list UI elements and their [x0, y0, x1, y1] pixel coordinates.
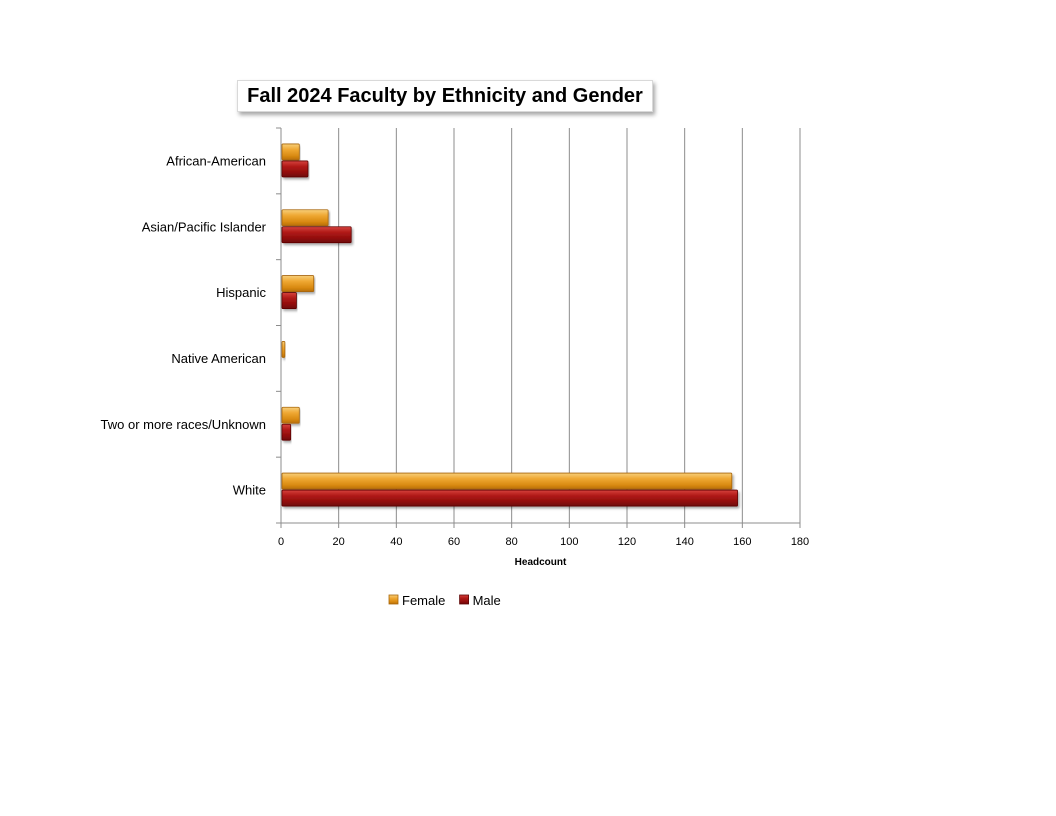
- category-labels: African-American Asian/Pacific Islander Hi…: [101, 153, 267, 497]
- bar-female-white: [281, 472, 733, 490]
- bar-female-two-or-more-races-unknown: [281, 406, 300, 424]
- bar-male-african-american: [281, 160, 309, 178]
- legend: Female Male: [388, 593, 501, 608]
- category-label: White: [233, 483, 266, 498]
- category-label: Hispanic: [216, 285, 266, 300]
- bar-female-african-american: [281, 143, 300, 161]
- x-tick-label: 160: [733, 536, 751, 548]
- x-tick-label: 100: [560, 536, 578, 548]
- x-axis-title: Headcount: [515, 557, 567, 568]
- bar-male-white: [281, 489, 738, 507]
- legend-swatch-female: [388, 594, 399, 605]
- x-tick-label: 140: [675, 536, 693, 548]
- bar-female-hispanic: [281, 275, 315, 292]
- x-tick-label: 80: [506, 536, 518, 548]
- x-tick-label: 40: [390, 536, 402, 548]
- category-label: Asian/Pacific Islander: [142, 219, 267, 234]
- bar-male-asian-pacific-islander: [281, 226, 352, 244]
- bar-female-asian-pacific-islander: [281, 209, 329, 227]
- legend-label-female: Female: [402, 593, 445, 608]
- x-tick-label: 0: [278, 536, 284, 548]
- category-label: African-American: [166, 153, 266, 168]
- category-label: Two or more races/Unknown: [101, 417, 266, 432]
- bar-male-hispanic: [281, 292, 297, 309]
- bar-male-two-or-more-races-unknown: [281, 423, 292, 441]
- tick-labels: 0 20 40 60 80 100 120 140 160 180: [278, 536, 809, 548]
- category-label: Native American: [171, 351, 266, 366]
- legend-swatch-male: [459, 594, 470, 605]
- x-tick-label: 120: [618, 536, 636, 548]
- gridlines: [338, 128, 801, 523]
- bars: [281, 143, 738, 507]
- bar-female-native-american: [281, 341, 286, 358]
- legend-label-male: Male: [473, 593, 501, 608]
- chart-title-box: Fall 2024 Faculty by Ethnicity and Gende…: [237, 80, 653, 112]
- x-tick-label: 60: [448, 536, 460, 548]
- axes: [276, 127, 801, 528]
- x-tick-label: 20: [333, 536, 345, 548]
- chart-title: Fall 2024 Faculty by Ethnicity and Gende…: [247, 84, 643, 107]
- x-tick-label: 180: [791, 536, 809, 548]
